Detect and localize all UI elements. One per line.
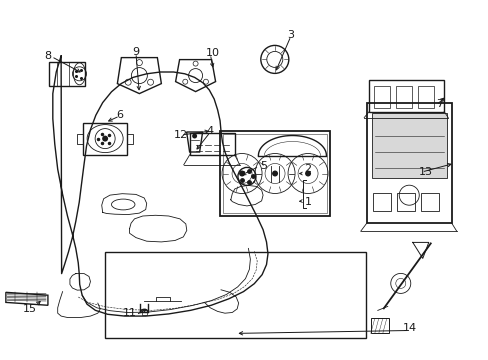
Bar	[417, 86, 433, 108]
Circle shape	[102, 136, 108, 141]
Circle shape	[271, 171, 278, 176]
Text: 12: 12	[174, 130, 187, 140]
Bar	[189, 133, 234, 155]
Text: 4: 4	[206, 126, 213, 136]
Bar	[420, 193, 438, 211]
Bar	[396, 193, 414, 211]
Bar	[366, 103, 451, 223]
Bar	[223, 134, 326, 213]
Bar	[372, 193, 390, 211]
Circle shape	[239, 171, 244, 176]
Bar	[105, 252, 365, 338]
Circle shape	[305, 171, 310, 176]
Bar	[395, 86, 411, 108]
Text: 11: 11	[122, 308, 136, 318]
Bar	[368, 80, 443, 112]
Text: 9: 9	[132, 47, 139, 57]
Text: 6: 6	[116, 110, 123, 120]
Bar	[83, 123, 127, 154]
Text: 13: 13	[418, 167, 431, 177]
Text: 2: 2	[304, 164, 311, 174]
Text: 5: 5	[260, 161, 267, 171]
Text: 7: 7	[436, 99, 443, 109]
Text: 1: 1	[304, 197, 311, 207]
Text: 8: 8	[44, 51, 51, 61]
Text: 3: 3	[287, 30, 294, 40]
Bar	[371, 113, 446, 178]
Text: 14: 14	[402, 323, 416, 333]
Text: 15: 15	[22, 304, 36, 314]
Text: 10: 10	[205, 48, 219, 58]
Bar	[370, 318, 388, 333]
Bar	[373, 86, 389, 108]
Bar	[49, 62, 85, 86]
Bar	[142, 310, 146, 315]
Circle shape	[192, 134, 197, 139]
Bar	[220, 131, 329, 216]
